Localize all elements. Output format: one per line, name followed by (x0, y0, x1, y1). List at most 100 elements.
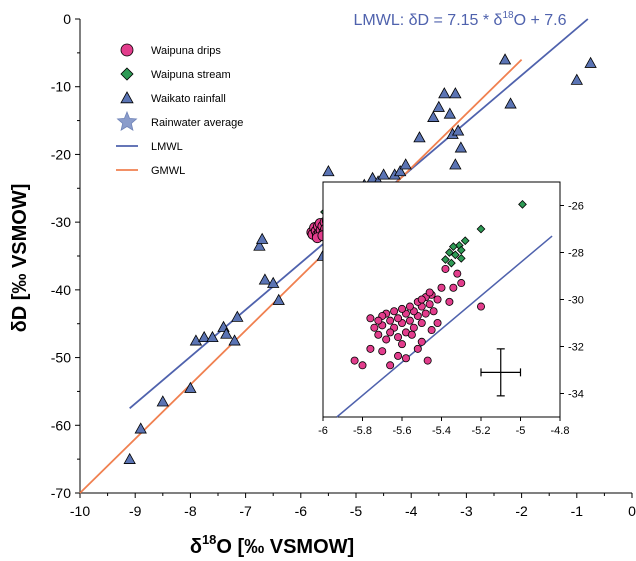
inset-waipuna-stream-point (460, 236, 470, 246)
inset-x-tick-label: -4.8 (551, 425, 570, 437)
inset-waipuna-stream-point (456, 254, 466, 263)
inset-x-tick-label: -5.4 (432, 425, 451, 437)
waikato-rainfall-point (454, 141, 468, 153)
inset-waipuna-drips-point (429, 307, 438, 316)
inset-waipuna-drips-point (390, 307, 399, 316)
inset-waipuna-drips-point (374, 316, 383, 325)
legend-star-marker (116, 110, 138, 131)
inset-waipuna-drips-point (417, 337, 426, 346)
waikato-rainfall-point (184, 381, 197, 393)
inset-waipuna-drips-point (423, 356, 432, 365)
legend-triangle-marker (120, 91, 134, 104)
x-tick-label: -3 (460, 503, 473, 519)
inset-waipuna-drips-point (405, 316, 414, 325)
inset-waipuna-stream-point (448, 242, 458, 251)
inset-waipuna-drips-point (386, 328, 395, 337)
inset-x-tick-label: -6 (318, 425, 328, 437)
inset-waipuna-drips-point (407, 330, 416, 339)
inset-y-tick-label: -32 (568, 342, 584, 354)
legend-label: Waipuna drips (151, 45, 221, 57)
x-tick-label: 0 (628, 503, 636, 519)
inset-waipuna-drips-point (476, 302, 485, 311)
legend: Waipuna drips Waipuna stream Waikato rainf… (116, 43, 243, 177)
waikato-rainfall-point (253, 239, 266, 251)
waikato-rainfall-point (449, 87, 462, 99)
waikato-rainfall-point (198, 330, 211, 343)
inset-waipuna-stream-point (450, 250, 460, 260)
inset-waipuna-drips-point (370, 323, 379, 332)
inset-waipuna-drips-point (394, 351, 403, 360)
inset-y-tick-label: -28 (568, 248, 584, 260)
inset-waipuna-stream-point (441, 255, 450, 264)
x-tick-label: -8 (184, 503, 197, 519)
inset-waipuna-drips-point (401, 354, 410, 363)
legend-label: GMWL (151, 165, 185, 177)
inset-waipuna-drips-point (417, 318, 426, 327)
inset-waipuna-drips-point (394, 333, 403, 342)
legend-circle-marker (120, 43, 134, 57)
inset-x-tick-label: -5.2 (472, 425, 491, 437)
inset-waipuna-drips-point (449, 283, 458, 292)
waikato-rainfall-point (451, 124, 465, 136)
inset-x-tick-label: -5.8 (353, 425, 372, 437)
inset-waipuna-drips-point (425, 300, 434, 309)
inset-waipuna-drips-point (441, 264, 450, 273)
waikato-rainfall-point (189, 334, 203, 346)
inset-points (350, 199, 527, 370)
waikato-rainfall-point (504, 97, 517, 109)
inset-y-tick-label: -34 (568, 389, 584, 401)
y-tick-label: -20 (51, 146, 71, 162)
x-tick-label: -1 (571, 503, 584, 519)
inset-waipuna-drips-point (397, 340, 406, 349)
legend-diamond-marker (120, 67, 134, 81)
inset-y-tick-label: -26 (568, 201, 584, 213)
inset-lines (336, 235, 553, 418)
inset-waipuna-drips-point (366, 314, 375, 323)
waikato-rainfall-point (570, 73, 583, 85)
waikato-rainfall-point (427, 110, 440, 122)
waikato-rainfall-point (377, 168, 390, 180)
waikato-rainfall-point (134, 422, 147, 434)
waikato-rainfall-point (413, 131, 426, 143)
waikato-rainfall-point (584, 56, 597, 68)
inset-waipuna-drips-point (358, 361, 367, 370)
main-axes: -10 -9 -8 -7 -6 -5 -4 -3 -2 -1 0-70-60-50-40-30-20… (51, 11, 636, 519)
x-tick-label: -10 (70, 503, 90, 519)
y-tick-label: 0 (63, 11, 71, 27)
inset-waipuna-drips-point (433, 318, 442, 327)
x-tick-label: -7 (239, 503, 252, 519)
waikato-rainfall-point (272, 293, 285, 305)
inset-waipuna-stream-point (456, 245, 466, 255)
inset-x-tick-label: -5.6 (393, 425, 412, 437)
y-tick-label: -30 (51, 214, 71, 230)
inset-waipuna-drips-point (417, 295, 426, 304)
inset-waipuna-drips-point (374, 330, 383, 339)
waikato-rainfall-point (322, 165, 335, 177)
inset-waipuna-drips-point (378, 347, 387, 356)
waikato-rainfall-point (393, 165, 407, 177)
inset-waipuna-stream-point (518, 199, 527, 209)
inset-waipuna-stream-point (476, 224, 486, 234)
x-tick-label: -2 (515, 503, 528, 519)
inset-waipuna-drips-point (433, 295, 442, 304)
inset-waipuna-drips-point (437, 283, 446, 292)
inset-waipuna-drips-point (397, 304, 406, 313)
waikato-rainfall-point (432, 100, 445, 112)
inset-waipuna-drips-point (394, 314, 403, 323)
x-tick-label: -5 (350, 503, 363, 519)
inset-waipuna-drips-point (405, 302, 414, 311)
legend-label: Rainwater average (151, 117, 243, 129)
inset-y-tick-label: -30 (568, 295, 584, 307)
x-axis-label: δ18O [‰ VSMOW] (190, 532, 354, 558)
inset-waipuna-drips-point (366, 344, 375, 353)
inset-waipuna-drips-point (427, 326, 436, 335)
inset-chart: -6 -5.8 -5.6 -5.4 -5.2 -5 -4.8 -26 -28 -30 -32 -34 (318, 181, 584, 437)
inset-waipuna-drips-point (382, 335, 391, 344)
waikato-rainfall-point (267, 276, 280, 288)
waikato-rainfall-point (123, 452, 136, 464)
waikato-rainfall-point (228, 334, 241, 346)
inset-lmwl-line (336, 235, 553, 418)
waikato-rainfall-point (206, 330, 219, 343)
inset-waipuna-drips-point (386, 316, 395, 325)
